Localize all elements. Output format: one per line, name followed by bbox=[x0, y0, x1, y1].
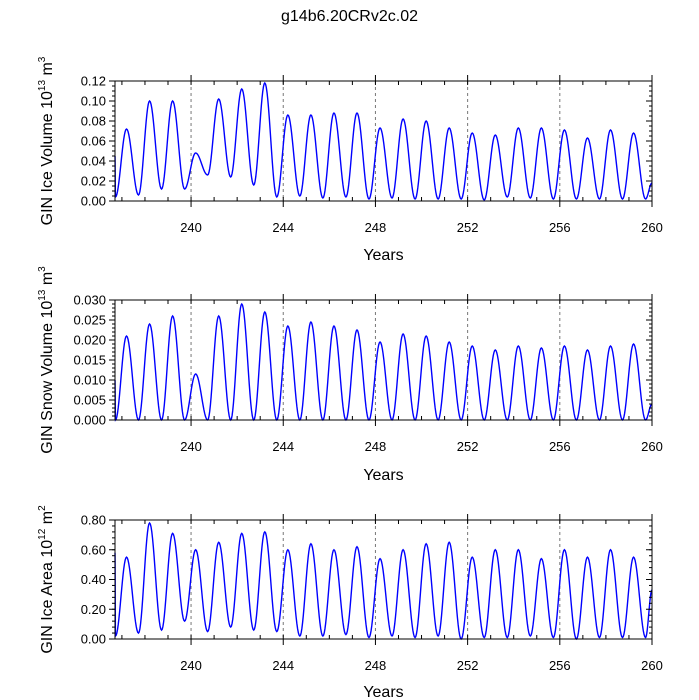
y-tick-label: 0.005 bbox=[73, 393, 106, 408]
y-tick-label: 0.04 bbox=[81, 154, 106, 169]
panel-ice-area: 0.00 0.20 0.40 0.60 0.80 240 244 248 252 256 260 Ye… bbox=[37, 505, 663, 700]
x-axis-label: Years bbox=[363, 467, 403, 484]
series-line bbox=[114, 81, 653, 201]
x-tick-label: 256 bbox=[549, 439, 571, 454]
y-tick-label: 0.030 bbox=[73, 293, 106, 308]
y-tick-label: 0.10 bbox=[81, 94, 106, 109]
x-tick-label: 244 bbox=[272, 439, 294, 454]
y-tick-label: 0.00 bbox=[81, 194, 106, 209]
panel-ice-volume: 0.00 0.02 0.04 0.06 0.08 0.10 0.12 240 244 248 252… bbox=[37, 56, 663, 264]
x-tick-label: 248 bbox=[365, 439, 387, 454]
y-tick-label: 0.020 bbox=[73, 333, 106, 348]
y-tick-label: 0.60 bbox=[81, 542, 106, 557]
x-tick-label: 248 bbox=[365, 658, 387, 673]
series-line bbox=[114, 302, 653, 422]
y-tick-label: 0.80 bbox=[81, 513, 106, 528]
y-tick-label: 0.06 bbox=[81, 134, 106, 149]
y-axis-label: GIN Ice Volume 1013 m3 bbox=[37, 56, 56, 225]
x-tick-label: 256 bbox=[549, 658, 571, 673]
x-axis-label: Years bbox=[363, 247, 403, 264]
series-line bbox=[114, 521, 653, 641]
x-tick-label: 252 bbox=[457, 220, 479, 235]
y-axis-label: GIN Snow Volume 1013 m3 bbox=[37, 266, 56, 454]
x-tick-label: 252 bbox=[457, 439, 479, 454]
x-tick-label: 260 bbox=[641, 220, 663, 235]
y-tick-label: 0.40 bbox=[81, 572, 106, 587]
x-tick-label: 256 bbox=[549, 220, 571, 235]
x-tick-label: 240 bbox=[180, 658, 202, 673]
x-tick-label: 244 bbox=[272, 220, 294, 235]
y-tick-label: 0.015 bbox=[73, 353, 106, 368]
y-tick-label: 0.08 bbox=[81, 114, 106, 129]
y-axis-label: GIN Ice Area 1012 m2 bbox=[37, 505, 56, 654]
y-tick-label: 0.000 bbox=[73, 413, 106, 428]
y-tick-label: 0.00 bbox=[81, 632, 106, 647]
x-tick-label: 240 bbox=[180, 220, 202, 235]
y-tick-label: 0.010 bbox=[73, 373, 106, 388]
x-tick-label: 244 bbox=[272, 658, 294, 673]
page-title: g14b6.20CRv2c.02 bbox=[281, 8, 418, 25]
y-tick-label: 0.02 bbox=[81, 174, 106, 189]
y-tick-label: 0.20 bbox=[81, 602, 106, 617]
x-tick-label: 252 bbox=[457, 658, 479, 673]
x-tick-label: 260 bbox=[641, 658, 663, 673]
y-tick-label: 0.12 bbox=[81, 74, 106, 89]
x-tick-label: 260 bbox=[641, 439, 663, 454]
panel-snow-volume: 0.000 0.005 0.010 0.015 0.020 0.025 0.030 240 24… bbox=[37, 266, 663, 484]
x-tick-label: 240 bbox=[180, 439, 202, 454]
y-tick-label: 0.025 bbox=[73, 313, 106, 328]
x-axis-label: Years bbox=[363, 684, 403, 700]
x-tick-label: 248 bbox=[365, 220, 387, 235]
